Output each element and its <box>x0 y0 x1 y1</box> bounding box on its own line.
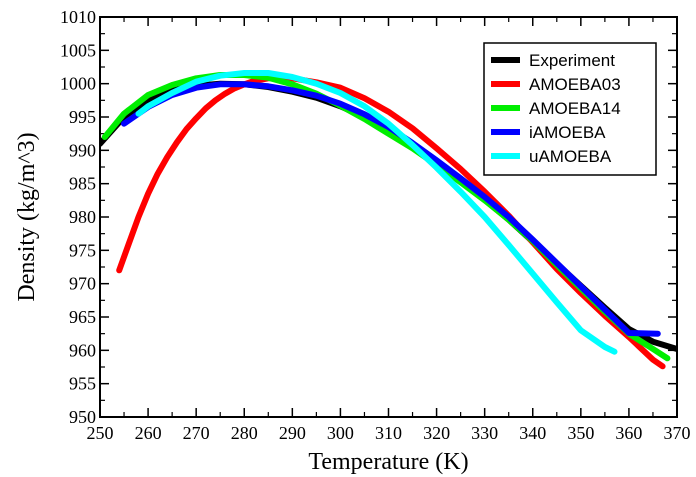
series-layer <box>100 70 677 370</box>
y-tick-label: 955 <box>69 374 96 394</box>
y-tick-label: 980 <box>69 207 96 227</box>
y-tick-label: 970 <box>69 274 96 294</box>
x-tick-label: 360 <box>615 423 642 443</box>
x-tick-label: 340 <box>519 423 546 443</box>
y-tick-label: 965 <box>69 307 96 327</box>
y-tick-label: 1005 <box>60 40 96 60</box>
y-tick-label: 985 <box>69 174 96 194</box>
legend: Experiment AMOEBA03 AMOEBA14 iAMOEBA uAMOEBA <box>483 42 657 176</box>
legend-label: AMOEBA03 <box>529 75 621 94</box>
y-tick-label: 975 <box>69 240 96 260</box>
x-tick-label: 310 <box>375 423 402 443</box>
x-tick-label: 300 <box>327 423 354 443</box>
x-tick-label: 260 <box>135 423 162 443</box>
y-tick-label: 1010 <box>60 7 96 27</box>
y-tick-label: 990 <box>69 140 96 160</box>
legend-label: AMOEBA14 <box>529 99 621 118</box>
y-axis-title: Density (kg/m^3) <box>14 132 40 301</box>
legend-label: iAMOEBA <box>529 123 606 142</box>
x-tick-label: 290 <box>279 423 306 443</box>
y-tick-label: 995 <box>69 107 96 127</box>
y-tick-label: 950 <box>69 407 96 427</box>
x-tick-label: 370 <box>664 423 691 443</box>
legend-label: uAMOEBA <box>529 147 612 166</box>
y-tick-label: 1000 <box>60 74 96 94</box>
x-axis-title: Temperature (K) <box>308 449 468 475</box>
legend-label: Experiment <box>529 51 615 70</box>
x-tick-label: 250 <box>87 423 114 443</box>
y-tick-label: 960 <box>69 340 96 360</box>
x-tick-label: 330 <box>471 423 498 443</box>
axes-layer: 250 260 270 280 290 300 310 320 330 340 350 360 370 9… <box>60 7 691 443</box>
x-tick-label: 320 <box>423 423 450 443</box>
x-tick-label: 350 <box>567 423 594 443</box>
series-line-uamoeba <box>135 70 618 355</box>
x-tick-label: 270 <box>183 423 210 443</box>
x-tick-label: 280 <box>231 423 258 443</box>
